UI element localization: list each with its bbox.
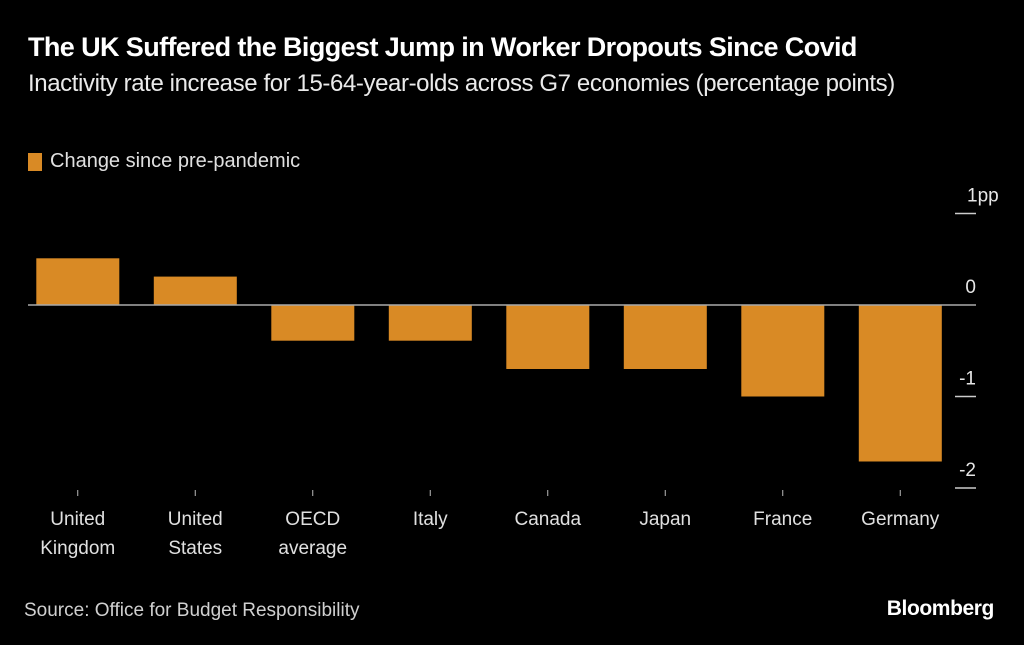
y-tick-label: 1pp — [967, 186, 999, 207]
x-tick-label: Germany — [861, 509, 940, 530]
x-tick-label: Japan — [639, 509, 691, 530]
x-tick-label: United — [168, 509, 223, 530]
x-tick-label: Italy — [413, 509, 448, 530]
bar-japan — [623, 305, 707, 369]
y-tick-label: -2 — [959, 460, 976, 481]
x-axis: United Kingdom United States OECD average Ital… — [40, 490, 940, 559]
y-axis: 1pp 0 -1 -2 — [955, 186, 999, 489]
legend: Change since pre-pandemic — [28, 150, 300, 173]
x-tick-label: Canada — [514, 509, 581, 530]
legend-swatch — [28, 152, 42, 171]
chart-subtitle: Inactivity rate increase for 15-64-year-… — [28, 70, 895, 97]
x-tick-label: States — [168, 538, 222, 559]
x-tick-label: average — [278, 538, 347, 559]
source-note: Source: Office for Budget Responsibility — [24, 600, 360, 621]
y-tick-label: 0 — [965, 277, 976, 298]
bars-group — [36, 258, 942, 462]
x-tick-label: France — [753, 509, 812, 530]
bar-italy — [388, 305, 472, 341]
y-tick-label: -1 — [959, 369, 976, 390]
bar-united-kingdom — [36, 258, 120, 305]
bar-france — [741, 305, 825, 397]
x-tick-label: United — [50, 509, 105, 530]
bar-canada — [506, 305, 590, 369]
x-tick-label: Kingdom — [40, 538, 115, 559]
bloomberg-logo: Bloomberg — [886, 597, 995, 620]
x-tick-label: OECD — [285, 509, 340, 530]
bar-oecd-average — [271, 305, 355, 341]
bar-united-states — [153, 276, 237, 305]
legend-label: Change since pre-pandemic — [50, 150, 301, 172]
chart-title: The UK Suffered the Biggest Jump in Work… — [28, 32, 857, 62]
bar-germany — [858, 305, 942, 462]
